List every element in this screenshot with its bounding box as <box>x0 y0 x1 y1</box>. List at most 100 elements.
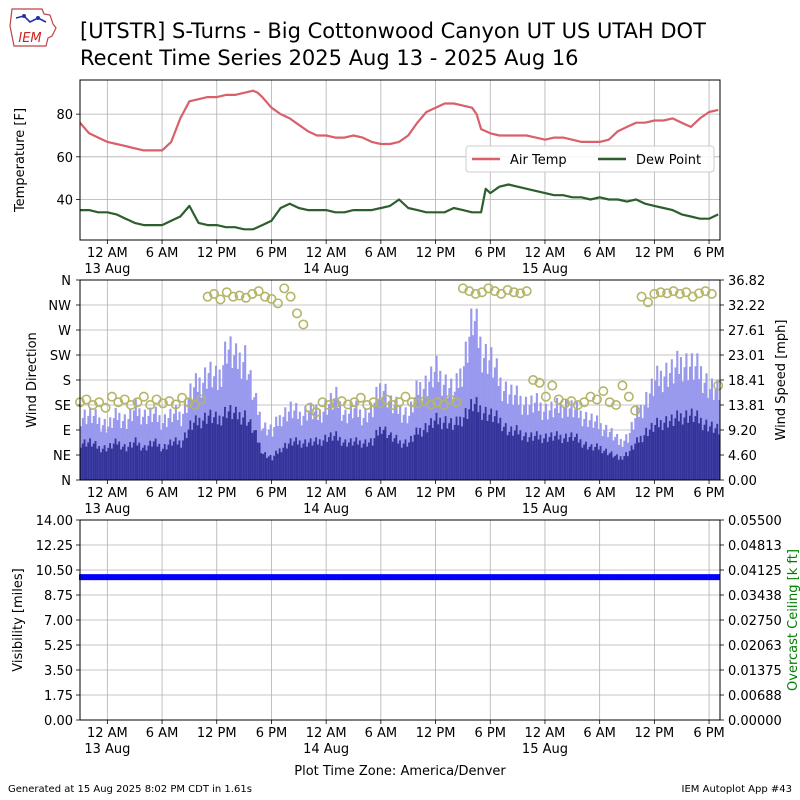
wind-speed-bar <box>279 448 281 480</box>
wind-direction-marker <box>216 295 224 303</box>
wind-speed-bar <box>381 434 383 480</box>
wind-speed-bar <box>266 458 268 480</box>
x-tick-label: 6 PM <box>693 246 724 261</box>
visibility-marker <box>318 574 321 580</box>
wind-speed-bar <box>461 426 463 480</box>
wind-speed-bar <box>313 441 315 480</box>
visibility-marker <box>466 574 469 580</box>
y-axis-label: Visibility [miles] <box>11 568 26 671</box>
wind-speed-bar <box>394 438 396 480</box>
visibility-marker <box>526 574 529 580</box>
x-date-label: 14 Aug <box>303 262 349 277</box>
y2-tick-label: 0.00000 <box>728 714 782 729</box>
wind-speed-bar <box>138 443 140 480</box>
wind-speed-bar <box>574 437 576 480</box>
wind-speed-bar <box>640 436 642 480</box>
visibility-marker <box>191 574 194 580</box>
visibility-marker <box>248 574 251 580</box>
visibility-marker <box>665 574 668 580</box>
visibility-marker <box>129 574 132 580</box>
x-tick-label: 6 AM <box>365 486 398 501</box>
speed-tick-label: 27.61 <box>728 324 765 339</box>
wind-speed-bar <box>417 434 419 480</box>
visibility-marker <box>204 574 207 580</box>
wind-speed-bar <box>317 445 319 480</box>
dew-point-line <box>80 185 718 230</box>
wind-speed-bar <box>169 440 171 480</box>
wind-speed-bar <box>554 436 556 480</box>
visibility-marker <box>371 574 374 580</box>
visibility-marker <box>571 574 574 580</box>
wind-speed-bar <box>403 444 405 480</box>
visibility-marker <box>93 574 96 580</box>
visibility-marker <box>90 574 93 580</box>
wind-speed-bar <box>115 439 117 480</box>
y2-tick-label: 0.02750 <box>728 614 782 629</box>
visibility-marker <box>460 574 463 580</box>
visibility-marker <box>628 574 631 580</box>
wind-speed-bar <box>137 446 139 480</box>
x-tick-label: 6 AM <box>583 486 616 501</box>
wind-speed-bar <box>397 444 399 480</box>
wind-speed-bar <box>558 440 560 480</box>
wind-speed-bar <box>344 439 346 480</box>
visibility-marker <box>558 574 561 580</box>
wind-speed-bar <box>678 421 680 480</box>
visibility-marker <box>480 574 483 580</box>
wind-speed-bar <box>547 442 549 480</box>
visibility-marker <box>574 574 577 580</box>
wind-speed-bar <box>288 444 290 480</box>
wind-speed-bar <box>439 418 441 480</box>
wind-speed-bar <box>570 432 572 480</box>
visibility-marker <box>523 574 526 580</box>
visibility-marker <box>501 574 504 580</box>
wind-speed-bar <box>622 460 624 480</box>
x-tick-label: 6 PM <box>475 726 506 741</box>
visibility-marker <box>186 574 189 580</box>
wind-speed-bar <box>645 428 647 480</box>
wind-speed-bar <box>200 428 202 480</box>
visibility-marker <box>325 574 328 580</box>
wind-speed-bar <box>611 451 613 480</box>
visibility-marker <box>175 574 178 580</box>
wind-speed-bar <box>368 442 370 480</box>
wind-speed-bar <box>164 444 166 480</box>
wind-speed-bar <box>140 450 142 480</box>
wind-speed-bar <box>233 413 235 480</box>
wind-speed-bar <box>257 443 259 480</box>
wind-speed-bar <box>454 425 456 480</box>
wind-speed-bar <box>457 425 459 480</box>
visibility-marker <box>296 574 299 580</box>
visibility-marker <box>610 574 613 580</box>
x-tick-label: 6 PM <box>256 246 287 261</box>
wind-speed-bar <box>696 410 698 480</box>
wind-speed-bar <box>85 447 87 480</box>
visibility-marker <box>469 574 472 580</box>
speed-tick-label: 13.81 <box>728 399 765 414</box>
visibility-marker <box>232 574 235 580</box>
wind-speed-bar <box>414 435 416 480</box>
wind-direction-marker <box>140 392 148 400</box>
wind-speed-bar <box>512 436 514 480</box>
wind-speed-bar <box>583 445 585 480</box>
visibility-marker <box>533 574 536 580</box>
wind-speed-bar <box>598 450 600 480</box>
wind-speed-bar <box>649 430 651 480</box>
visibility-marker <box>254 574 257 580</box>
wind-speed-bar <box>470 399 472 480</box>
visibility-marker <box>708 574 711 580</box>
wind-speed-bar <box>304 439 306 480</box>
wind-speed-bar <box>514 430 516 480</box>
y-tick-label: 14.00 <box>36 514 73 529</box>
wind-speed-bar <box>600 446 602 480</box>
wind-speed-bar <box>324 435 326 480</box>
wind-speed-bar <box>259 443 261 480</box>
visibility-marker <box>275 574 278 580</box>
visibility-marker <box>200 574 203 580</box>
x-tick-label: 6 AM <box>365 726 398 741</box>
wind-speed-bar <box>220 426 222 480</box>
visibility-marker <box>528 574 531 580</box>
visibility-marker <box>252 574 255 580</box>
visibility-marker <box>471 574 474 580</box>
direction-tick-label: E <box>63 424 71 439</box>
